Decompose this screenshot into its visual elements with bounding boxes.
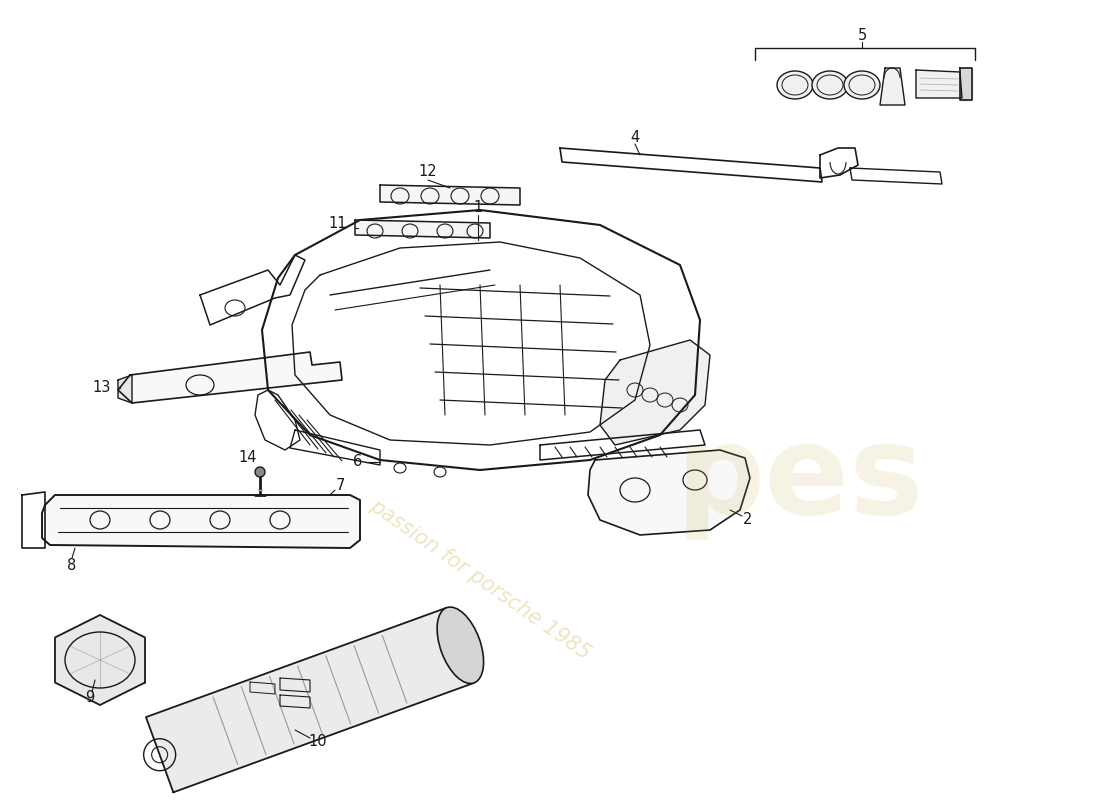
Text: 12: 12 [419, 165, 438, 179]
Text: 11: 11 [329, 215, 348, 230]
Polygon shape [42, 495, 360, 548]
Text: 7: 7 [336, 478, 344, 493]
Text: 8: 8 [67, 558, 77, 573]
Text: 10: 10 [309, 734, 328, 750]
Ellipse shape [777, 71, 813, 99]
Polygon shape [960, 68, 972, 100]
Polygon shape [379, 185, 520, 205]
Text: 6: 6 [353, 454, 363, 470]
Polygon shape [916, 70, 962, 98]
Polygon shape [880, 68, 905, 105]
Ellipse shape [844, 71, 880, 99]
Text: 5: 5 [857, 27, 867, 42]
Text: pes: pes [675, 419, 924, 541]
Polygon shape [55, 615, 145, 705]
Text: 1: 1 [473, 199, 483, 214]
Text: 2: 2 [744, 513, 752, 527]
Polygon shape [118, 375, 132, 403]
Text: 4: 4 [630, 130, 639, 145]
Text: 13: 13 [92, 381, 111, 395]
Text: 9: 9 [86, 690, 95, 706]
Polygon shape [146, 608, 474, 792]
Polygon shape [118, 352, 342, 403]
Polygon shape [600, 340, 710, 445]
Ellipse shape [437, 607, 484, 683]
Text: passion for porsche 1985: passion for porsche 1985 [366, 496, 594, 664]
Polygon shape [355, 220, 490, 238]
Text: 14: 14 [239, 450, 257, 466]
Ellipse shape [255, 467, 265, 477]
Ellipse shape [812, 71, 848, 99]
Polygon shape [588, 450, 750, 535]
